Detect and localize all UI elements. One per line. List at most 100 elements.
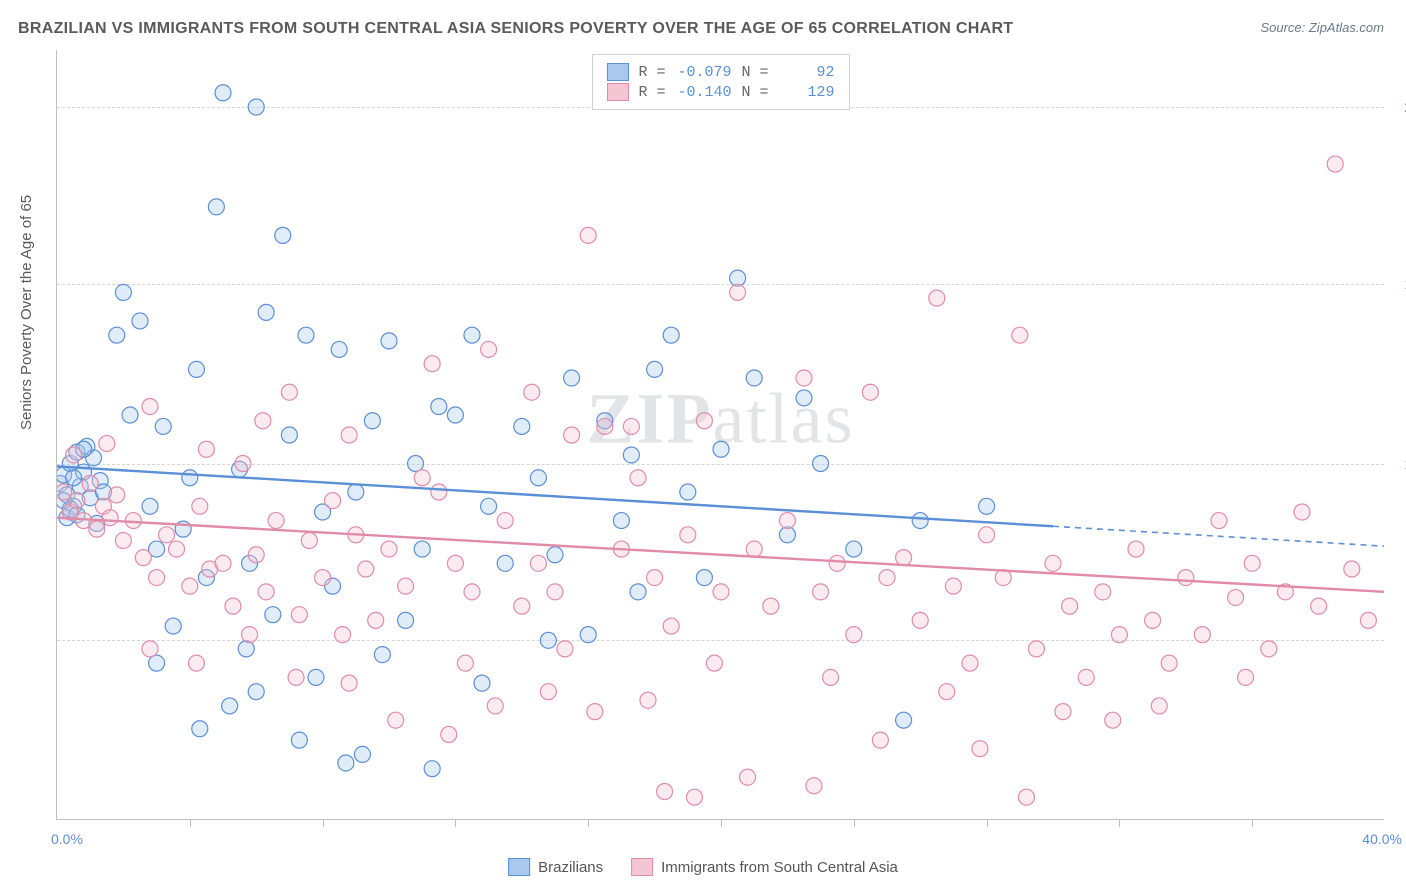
- data-point: [1161, 655, 1177, 671]
- data-point: [464, 584, 480, 600]
- legend-label-1: Brazilians: [538, 859, 603, 876]
- data-point: [979, 527, 995, 543]
- data-point: [281, 384, 297, 400]
- data-point: [298, 327, 314, 343]
- data-point: [686, 789, 702, 805]
- data-point: [879, 570, 895, 586]
- data-point: [540, 632, 556, 648]
- data-point: [663, 618, 679, 634]
- data-point: [481, 341, 497, 357]
- data-point: [291, 732, 307, 748]
- data-point: [258, 584, 274, 600]
- data-point: [122, 407, 138, 423]
- data-point: [1095, 584, 1111, 600]
- data-point: [132, 313, 148, 329]
- scatter-svg: [57, 50, 1384, 819]
- data-point: [846, 541, 862, 557]
- data-point: [1012, 327, 1028, 343]
- data-point: [1344, 561, 1360, 577]
- data-point: [1028, 641, 1044, 657]
- data-point: [325, 493, 341, 509]
- data-point: [354, 746, 370, 762]
- data-point: [1238, 669, 1254, 685]
- data-point: [1018, 789, 1034, 805]
- data-point: [381, 333, 397, 349]
- data-point: [530, 470, 546, 486]
- data-point: [374, 647, 390, 663]
- data-point: [457, 655, 473, 671]
- x-tick: [854, 819, 855, 827]
- data-point: [796, 390, 812, 406]
- data-point: [779, 527, 795, 543]
- data-point: [564, 427, 580, 443]
- data-point: [912, 513, 928, 529]
- data-point: [1151, 698, 1167, 714]
- data-point: [248, 547, 264, 563]
- x-tick: [323, 819, 324, 827]
- data-point: [447, 407, 463, 423]
- x-tick-left: 0.0%: [51, 831, 83, 847]
- data-point: [159, 527, 175, 543]
- r-label: R =: [638, 64, 665, 81]
- data-point: [979, 498, 995, 514]
- data-point: [242, 627, 258, 643]
- data-point: [487, 698, 503, 714]
- legend-swatch-pink: [606, 83, 628, 101]
- data-point: [215, 85, 231, 101]
- data-point: [623, 418, 639, 434]
- data-point: [388, 712, 404, 728]
- data-point: [1294, 504, 1310, 520]
- data-point: [696, 413, 712, 429]
- data-point: [115, 533, 131, 549]
- data-point: [248, 684, 264, 700]
- data-point: [188, 361, 204, 377]
- r-value-2: -0.140: [676, 84, 732, 101]
- data-point: [102, 510, 118, 526]
- data-point: [208, 199, 224, 215]
- legend-swatch-blue: [508, 858, 530, 876]
- data-point: [696, 570, 712, 586]
- data-point: [169, 541, 185, 557]
- x-tick: [588, 819, 589, 827]
- n-label: N =: [742, 84, 769, 101]
- data-point: [524, 384, 540, 400]
- data-point: [364, 413, 380, 429]
- data-point: [746, 541, 762, 557]
- legend-item-2: Immigrants from South Central Asia: [631, 858, 898, 876]
- data-point: [514, 418, 530, 434]
- data-point: [464, 327, 480, 343]
- data-point: [268, 513, 284, 529]
- data-point: [912, 612, 928, 628]
- trend-line-extension: [1053, 526, 1384, 546]
- data-point: [431, 398, 447, 414]
- data-point: [1178, 570, 1194, 586]
- data-point: [806, 778, 822, 794]
- data-point: [680, 484, 696, 500]
- data-point: [348, 484, 364, 500]
- data-point: [530, 555, 546, 571]
- data-point: [89, 521, 105, 537]
- data-point: [713, 584, 729, 600]
- data-point: [99, 436, 115, 452]
- data-point: [109, 487, 125, 503]
- data-point: [341, 427, 357, 443]
- legend-swatch-blue: [606, 63, 628, 81]
- data-point: [265, 607, 281, 623]
- data-point: [335, 627, 351, 643]
- data-point: [497, 555, 513, 571]
- data-point: [580, 627, 596, 643]
- data-point: [308, 669, 324, 685]
- data-point: [1228, 590, 1244, 606]
- data-point: [730, 270, 746, 286]
- data-point: [155, 418, 171, 434]
- data-point: [630, 584, 646, 600]
- data-point: [66, 447, 82, 463]
- data-point: [587, 704, 603, 720]
- legend-label-2: Immigrants from South Central Asia: [661, 859, 898, 876]
- data-point: [447, 555, 463, 571]
- chart-container: BRAZILIAN VS IMMIGRANTS FROM SOUTH CENTR…: [0, 0, 1406, 892]
- data-point: [1078, 669, 1094, 685]
- data-point: [149, 655, 165, 671]
- data-point: [1261, 641, 1277, 657]
- data-point: [1211, 513, 1227, 529]
